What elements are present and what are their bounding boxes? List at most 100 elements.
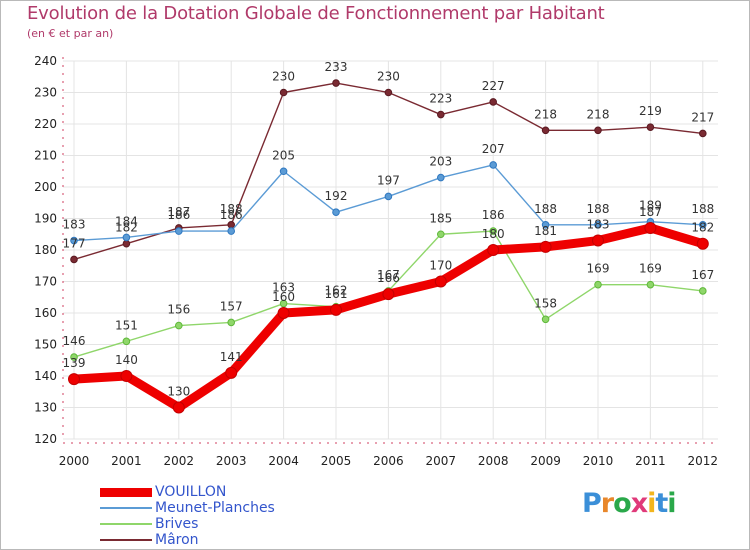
y-tick-label: 150: [34, 338, 57, 352]
data-point: [330, 303, 342, 316]
data-point: [594, 221, 602, 229]
y-tick-label: 190: [34, 212, 57, 226]
x-tick-label: 2001: [111, 454, 142, 468]
data-point: [70, 255, 78, 264]
chart-subtitle: (en € et par an): [27, 27, 114, 40]
data-point: [592, 234, 604, 247]
data-point: [332, 79, 340, 87]
data-point: [646, 123, 655, 131]
data-label: 205: [272, 148, 295, 162]
data-label: 219: [639, 104, 662, 118]
data-point: [541, 126, 550, 135]
data-point: [382, 288, 395, 301]
x-tick-label: 2000: [59, 454, 90, 468]
data-label: 167: [691, 268, 714, 282]
data-label: 188: [534, 202, 557, 216]
data-label: 146: [63, 334, 86, 348]
y-tick-label: 140: [34, 369, 57, 383]
data-point: [541, 315, 550, 324]
data-label: 140: [115, 353, 138, 367]
y-tick-label: 160: [34, 306, 57, 320]
data-point: [122, 239, 131, 248]
data-label: 185: [429, 211, 452, 225]
y-tick-label: 130: [34, 401, 57, 415]
series: [68, 79, 709, 414]
data-point: [487, 244, 500, 256]
x-tick-label: 2006: [373, 454, 404, 468]
logo-letter: r: [600, 488, 614, 519]
data-point: [696, 237, 709, 250]
logo-letter: P: [582, 488, 602, 519]
x-tick-label: 2009: [530, 454, 561, 468]
data-point: [384, 192, 393, 201]
legend-label: VOUILLON: [155, 484, 227, 500]
data-label: 166: [377, 271, 400, 285]
data-point: [279, 299, 288, 308]
y-tick-label: 240: [34, 54, 57, 68]
data-label: 217: [691, 110, 714, 124]
data-point: [539, 240, 552, 253]
data-point: [70, 353, 78, 361]
data-point: [699, 129, 707, 138]
data-label: 223: [429, 92, 452, 106]
data-label: 186: [220, 208, 243, 222]
data-label: 183: [587, 218, 610, 232]
legend-item: Mâron: [100, 532, 360, 548]
data-point: [437, 230, 445, 239]
data-point: [644, 221, 657, 234]
x-tick-label: 2007: [426, 454, 457, 468]
data-point: [68, 373, 80, 386]
data-label: 161: [325, 287, 348, 301]
x-tick-label: 2005: [321, 454, 352, 468]
data-label: 189: [639, 199, 662, 213]
data-point: [594, 280, 602, 289]
logo-letter: i: [647, 488, 656, 519]
legend-label: Brives: [155, 516, 199, 532]
data-label: 167: [377, 268, 400, 282]
data-label: 227: [482, 79, 505, 93]
data-label: 169: [639, 262, 662, 276]
data-point: [489, 98, 498, 106]
data-point: [120, 370, 133, 382]
data-point: [122, 337, 131, 346]
data-label: 188: [220, 202, 243, 216]
data-label: 186: [482, 208, 505, 222]
legend-swatch: [100, 507, 152, 509]
legend-item: Meunet-Planches: [100, 500, 360, 516]
logo-letter: i: [667, 488, 676, 519]
data-point: [489, 227, 498, 235]
data-label: 230: [377, 70, 400, 84]
data-label: 162: [325, 284, 348, 298]
data-label: 183: [63, 218, 86, 232]
grid: [63, 60, 718, 440]
data-point: [122, 233, 131, 242]
data-label: 160: [272, 290, 295, 304]
x-tick-label: 2003: [216, 454, 247, 468]
data-point: [227, 318, 235, 327]
data-point: [227, 221, 235, 229]
y-tick-label: 170: [34, 275, 57, 289]
data-point: [172, 401, 185, 414]
data-point: [699, 287, 707, 295]
data-point: [70, 236, 78, 245]
data-label: 188: [587, 202, 610, 216]
data-label: 230: [272, 70, 295, 84]
x-tick-label: 2002: [164, 454, 195, 468]
data-label: 218: [534, 107, 557, 121]
y-tick-label: 230: [34, 86, 57, 100]
data-label: 186: [167, 208, 190, 222]
data-label: 192: [325, 189, 348, 203]
data-label: 163: [272, 281, 295, 295]
data-point: [225, 366, 238, 379]
data-label: 188: [691, 202, 714, 216]
data-label: 181: [534, 224, 557, 238]
data-label: 233: [325, 60, 348, 74]
data-label: 170: [429, 259, 452, 273]
legend-item: VOUILLON: [100, 484, 360, 500]
data-label: 203: [429, 155, 452, 169]
data-point: [437, 110, 445, 119]
data-label: 130: [167, 385, 190, 399]
data-point: [489, 161, 498, 169]
data-label: 184: [115, 214, 138, 228]
